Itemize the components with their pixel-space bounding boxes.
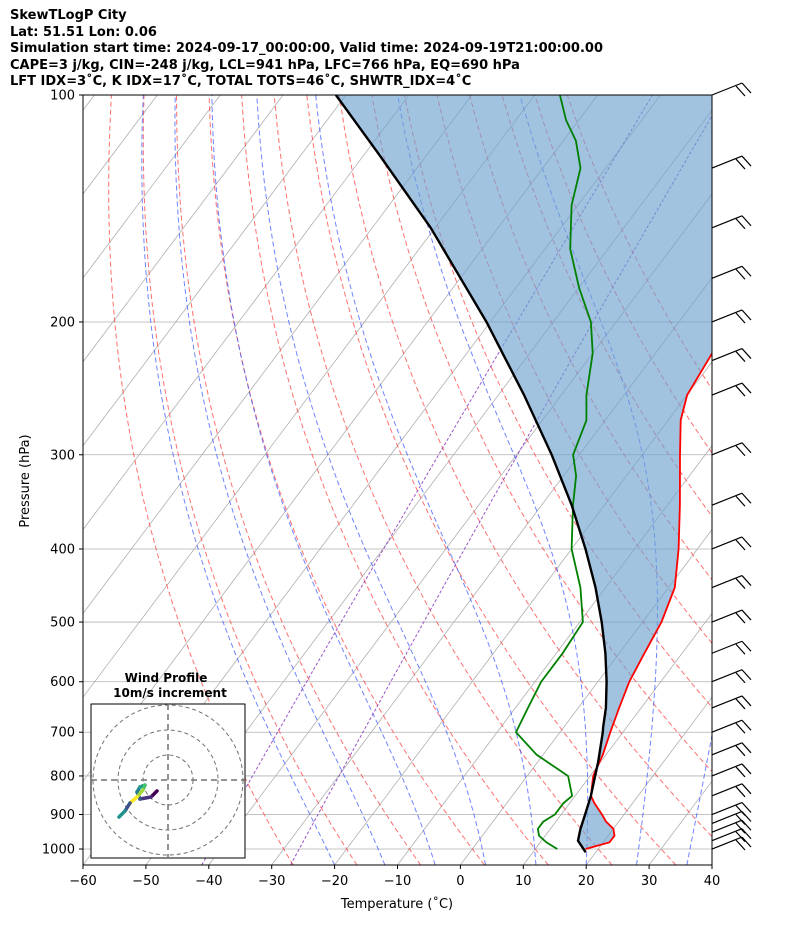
x-tick-label: 20 bbox=[578, 874, 595, 889]
wind-barb bbox=[711, 801, 752, 816]
isotherm-line bbox=[83, 95, 284, 363]
simulation-time: Simulation start time: 2024-09-17_00:00:… bbox=[10, 41, 603, 56]
y-tick-label: 200 bbox=[50, 315, 75, 330]
hodograph-trace bbox=[138, 795, 153, 801]
wind-barb bbox=[711, 763, 752, 778]
chart-header: SkewTLogP City Lat: 51.51 Lon: 0.06 Simu… bbox=[10, 8, 603, 91]
y-tick-label: 800 bbox=[50, 769, 75, 784]
y-tick-label: 100 bbox=[50, 89, 75, 104]
x-tick-label: −60 bbox=[69, 874, 96, 889]
y-tick-label: 300 bbox=[50, 448, 75, 463]
moist-adiabat bbox=[315, 95, 537, 865]
y-tick-label: 400 bbox=[50, 542, 75, 557]
wind-barb bbox=[711, 783, 752, 798]
y-tick-label: 1000 bbox=[42, 843, 75, 858]
isotherm-line bbox=[83, 95, 410, 531]
wind-barb bbox=[711, 82, 752, 97]
wind-barb bbox=[711, 265, 752, 280]
dry-adiabat bbox=[142, 95, 358, 865]
stability-indices-1: CAPE=3 j/kg, CIN=-248 j/kg, LCL=941 hPa,… bbox=[10, 57, 520, 73]
lat-lon: Lat: 51.51 Lon: 0.06 bbox=[10, 24, 157, 40]
cape-cin-area bbox=[335, 95, 712, 853]
dry-adiabat bbox=[403, 95, 712, 708]
hodograph-subtitle: 10m/s increment bbox=[113, 686, 227, 700]
wind-barb bbox=[711, 382, 752, 397]
dry-adiabat bbox=[208, 95, 485, 865]
moist-adiabat bbox=[141, 95, 336, 865]
y-tick-label: 600 bbox=[50, 675, 75, 690]
wind-barb bbox=[711, 155, 752, 170]
moist-adiabat bbox=[174, 95, 386, 865]
dry-adiabat bbox=[241, 95, 549, 865]
station-title: SkewTLogP City bbox=[10, 8, 127, 23]
dewpoint-line bbox=[514, 95, 594, 850]
wind-barb bbox=[711, 536, 752, 551]
x-tick-label: −40 bbox=[195, 874, 222, 889]
y-tick-label: 700 bbox=[50, 726, 75, 741]
wind-barb bbox=[711, 742, 752, 757]
y-tick-label: 900 bbox=[50, 808, 75, 823]
moist-adiabat bbox=[211, 95, 436, 865]
x-tick-label: 0 bbox=[456, 874, 464, 889]
x-tick-label: −50 bbox=[132, 874, 159, 889]
isotherm-line bbox=[83, 95, 95, 111]
wind-barb bbox=[711, 810, 752, 825]
wind-barb bbox=[711, 492, 752, 507]
isotherm-line bbox=[83, 95, 347, 447]
wind-barb bbox=[711, 669, 752, 684]
dry-adiabat bbox=[273, 95, 613, 865]
moist-adiabat bbox=[256, 95, 487, 865]
temperature-line bbox=[585, 351, 712, 850]
x-tick-label: 10 bbox=[515, 874, 532, 889]
wind-barb bbox=[711, 640, 752, 655]
wind-barb bbox=[711, 309, 752, 324]
wind-barb bbox=[711, 347, 752, 362]
dry-adiabat bbox=[176, 95, 422, 865]
x-axis-label: Temperature (˚C) bbox=[340, 896, 453, 912]
wind-barb bbox=[711, 695, 752, 710]
wind-barb bbox=[711, 442, 752, 457]
y-tick-label: 500 bbox=[50, 616, 75, 631]
isotherm-line bbox=[460, 528, 712, 865]
wind-barb bbox=[711, 828, 752, 843]
x-tick-label: −20 bbox=[321, 874, 348, 889]
moist-adiabat bbox=[397, 95, 589, 865]
dry-adiabat bbox=[338, 95, 712, 838]
hodograph-title: Wind Profile bbox=[125, 671, 208, 685]
wind-barb bbox=[711, 574, 752, 589]
hodograph-trace bbox=[117, 809, 127, 819]
wind-barb bbox=[711, 836, 752, 851]
isotherm-line bbox=[83, 95, 473, 615]
isotherm-line bbox=[585, 696, 712, 865]
stability-indices-2: LFT IDX=3˚C, K IDX=17˚C, TOTAL TOTS=46˚C… bbox=[10, 74, 472, 89]
wind-barb bbox=[711, 215, 752, 230]
wind-barb bbox=[711, 719, 752, 734]
x-tick-label: 30 bbox=[641, 874, 658, 889]
y-axis-label: Pressure (hPa) bbox=[18, 434, 33, 527]
x-tick-label: −30 bbox=[258, 874, 285, 889]
x-tick-label: −10 bbox=[384, 874, 411, 889]
isotherm-line bbox=[83, 95, 221, 279]
x-tick-label: 40 bbox=[704, 874, 721, 889]
wind-barb bbox=[711, 609, 752, 624]
isotherm-line bbox=[522, 612, 712, 865]
dry-adiabat bbox=[108, 95, 294, 865]
wind-barb bbox=[711, 819, 752, 834]
parcel-path-line bbox=[334, 95, 608, 853]
